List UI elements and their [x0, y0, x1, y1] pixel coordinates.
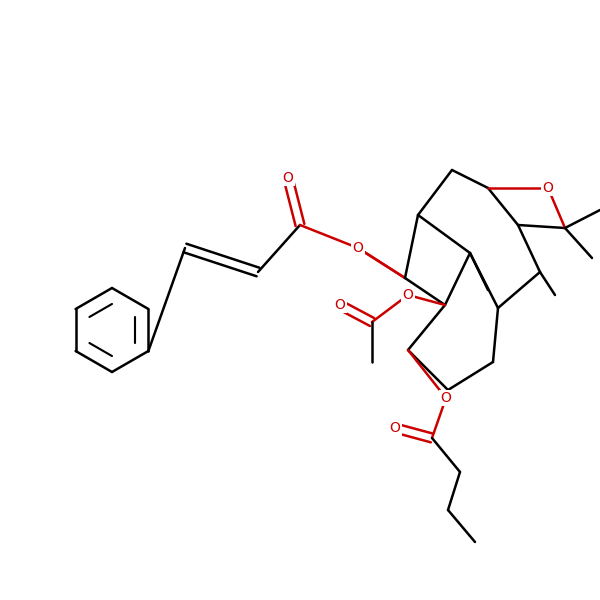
Text: O: O: [403, 288, 413, 302]
Text: O: O: [542, 181, 553, 195]
Text: O: O: [283, 171, 293, 185]
Text: O: O: [389, 421, 400, 435]
Text: O: O: [335, 298, 346, 312]
Text: O: O: [440, 391, 451, 405]
Text: O: O: [353, 241, 364, 255]
